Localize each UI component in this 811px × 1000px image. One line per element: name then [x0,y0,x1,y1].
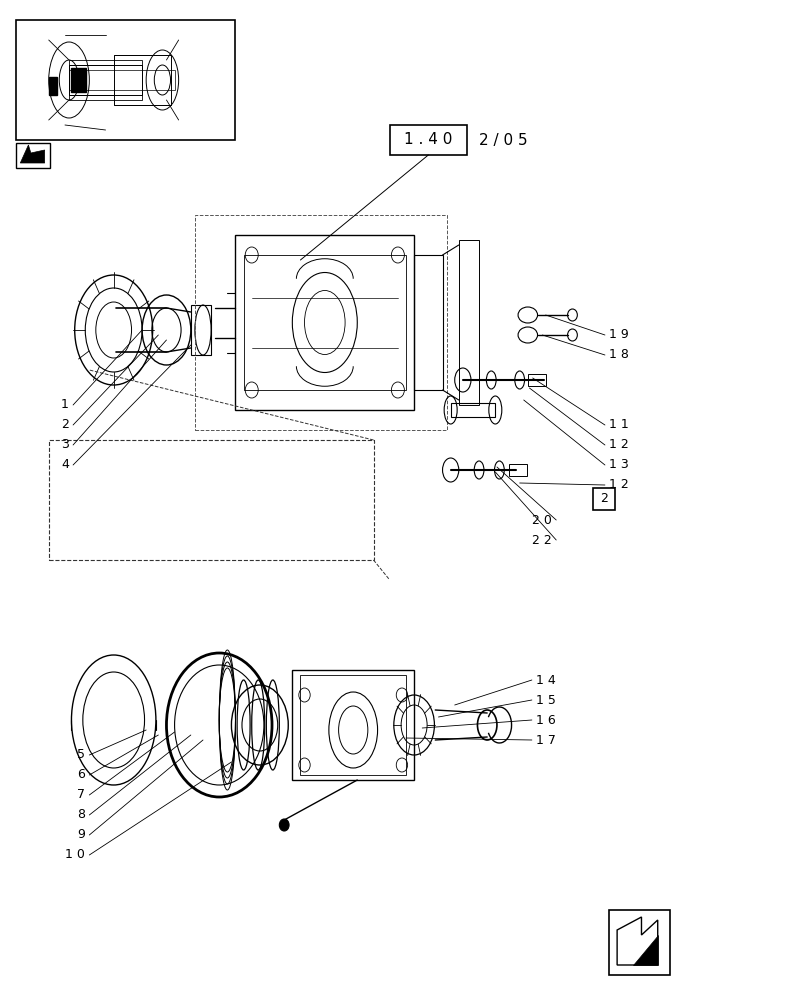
Text: 3: 3 [61,438,69,452]
Text: 1 1: 1 1 [608,418,628,432]
Text: 1 5: 1 5 [535,694,555,706]
Text: 2 0: 2 0 [532,514,551,526]
Bar [508,464,526,476]
Text: 9: 9 [77,828,85,842]
Text: 1 2: 1 2 [608,438,628,452]
Bar [450,403,495,417]
Bar [458,240,478,405]
Bar [414,255,442,390]
Text: 1 2: 1 2 [608,479,628,491]
Bar [69,65,142,95]
Bar [527,374,545,386]
Bar [608,910,669,975]
Text: 6: 6 [77,768,85,782]
Text: 1 4: 1 4 [535,674,555,686]
Bar [191,305,211,355]
Bar [235,235,414,410]
Bar [16,20,235,140]
Text: 1 6: 1 6 [535,714,555,726]
Bar [49,77,57,95]
Text: 2 / 0 5: 2 / 0 5 [478,132,527,147]
Bar [300,675,406,775]
Text: 1 9: 1 9 [608,328,628,342]
Text: 1 8: 1 8 [608,349,628,361]
Bar [16,143,50,168]
Text: 4: 4 [61,458,69,472]
Bar [243,255,406,390]
Text: 1 0: 1 0 [66,848,85,861]
Bar [114,55,170,105]
Text: 1 7: 1 7 [535,734,555,746]
Bar [292,670,414,780]
Text: 8: 8 [77,808,85,822]
Ellipse shape [279,819,289,831]
Text: 2: 2 [599,492,607,506]
Text: 5: 5 [77,748,85,762]
Polygon shape [20,145,45,163]
Text: 2: 2 [61,418,69,432]
Text: 1: 1 [61,398,69,412]
Bar [69,60,142,100]
Text: 1 3: 1 3 [608,458,628,472]
Bar [389,125,466,155]
Bar [195,215,446,430]
Text: 2 2: 2 2 [532,534,551,546]
Bar [69,70,174,90]
Bar [71,68,86,92]
Bar [49,440,373,560]
Polygon shape [633,935,657,965]
Bar [592,488,615,510]
Text: 1 . 4 0: 1 . 4 0 [404,132,452,147]
Text: 7: 7 [77,788,85,802]
